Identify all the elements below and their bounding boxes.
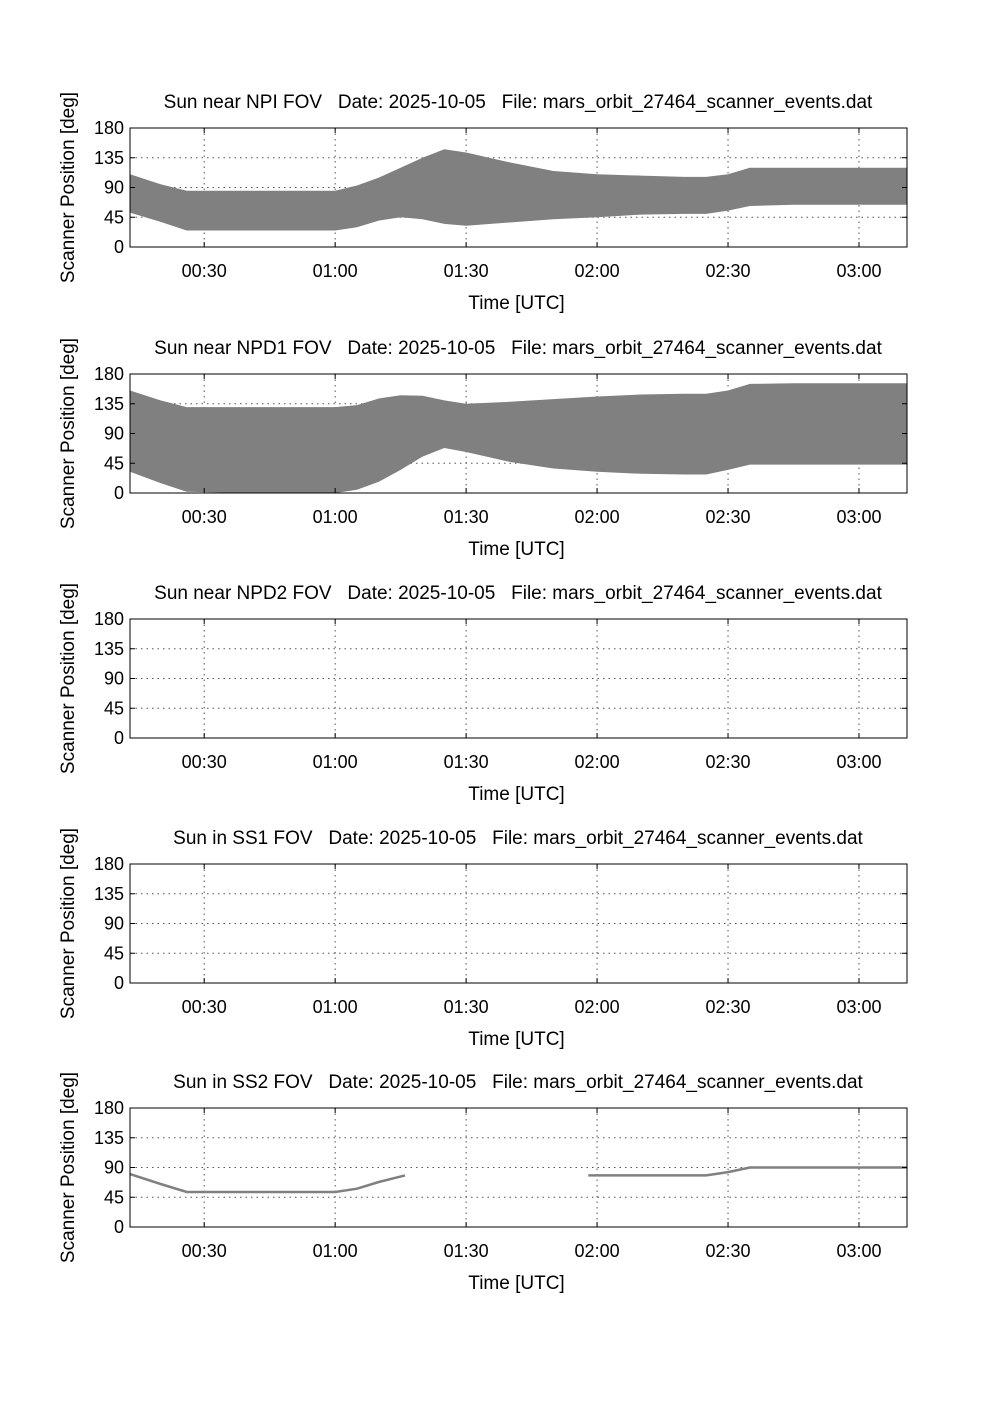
x-tick-label: 01:30 bbox=[444, 507, 489, 527]
y-tick-label: 135 bbox=[94, 148, 124, 168]
x-tick-label: 02:00 bbox=[575, 261, 620, 281]
chart-panel-5: Sun in SS2 FOV Date: 2025-10-05 File: ma… bbox=[58, 1072, 908, 1294]
x-tick-label: 03:00 bbox=[836, 261, 881, 281]
x-tick-label: 02:00 bbox=[575, 507, 620, 527]
chart-title: Sun near NPD1 FOV Date: 2025-10-05 File:… bbox=[154, 338, 882, 359]
chart-panel-3: Sun near NPD2 FOV Date: 2025-10-05 File:… bbox=[58, 583, 908, 805]
x-tick-label: 02:30 bbox=[706, 997, 751, 1017]
chart-panel-2: Sun near NPD1 FOV Date: 2025-10-05 File:… bbox=[58, 338, 908, 560]
y-tick-label: 180 bbox=[94, 609, 124, 629]
x-axis-label: Time [UTC] bbox=[468, 784, 564, 805]
y-tick-label: 45 bbox=[104, 943, 124, 963]
y-tick-label: 45 bbox=[104, 453, 124, 473]
scanner-position-line-1 bbox=[129, 1172, 406, 1194]
x-tick-label: 01:00 bbox=[313, 752, 358, 772]
y-tick-label: 0 bbox=[114, 483, 124, 503]
x-tick-label: 02:30 bbox=[706, 261, 751, 281]
x-tick-label: 02:30 bbox=[706, 752, 751, 772]
chart-panel-4: Sun in SS1 FOV Date: 2025-10-05 File: ma… bbox=[58, 828, 908, 1050]
x-tick-label: 02:30 bbox=[706, 1241, 751, 1261]
y-axis-label: Scanner Position [deg] bbox=[58, 338, 79, 529]
chart-title: Sun in SS2 FOV Date: 2025-10-05 File: ma… bbox=[173, 1072, 863, 1093]
x-tick-label: 01:00 bbox=[313, 507, 358, 527]
chart-title: Sun near NPI FOV Date: 2025-10-05 File: … bbox=[164, 92, 873, 113]
y-tick-label: 90 bbox=[104, 424, 124, 444]
y-tick-label: 90 bbox=[104, 914, 124, 934]
y-tick-label: 0 bbox=[114, 1217, 124, 1237]
scanner-range-band bbox=[130, 149, 907, 231]
x-tick-label: 01:00 bbox=[313, 261, 358, 281]
y-tick-label: 135 bbox=[94, 884, 124, 904]
x-tick-label: 02:30 bbox=[706, 507, 751, 527]
y-tick-label: 180 bbox=[94, 1098, 124, 1118]
x-tick-label: 01:00 bbox=[313, 997, 358, 1017]
y-axis-label: Scanner Position [deg] bbox=[58, 583, 79, 774]
y-tick-label: 90 bbox=[104, 178, 124, 198]
y-axis-label: Scanner Position [deg] bbox=[58, 1072, 79, 1263]
x-tick-label: 00:30 bbox=[182, 752, 227, 772]
x-tick-label: 03:00 bbox=[836, 1241, 881, 1261]
y-tick-label: 0 bbox=[114, 728, 124, 748]
x-tick-label: 00:30 bbox=[182, 1241, 227, 1261]
x-axis-label: Time [UTC] bbox=[468, 539, 564, 560]
y-tick-label: 180 bbox=[94, 364, 124, 384]
y-tick-label: 90 bbox=[104, 669, 124, 689]
y-tick-label: 90 bbox=[104, 1158, 124, 1178]
y-tick-label: 0 bbox=[114, 237, 124, 257]
y-axis-label: Scanner Position [deg] bbox=[58, 828, 79, 1019]
y-tick-label: 135 bbox=[94, 1128, 124, 1148]
x-tick-label: 01:30 bbox=[444, 1241, 489, 1261]
chart-title: Sun in SS1 FOV Date: 2025-10-05 File: ma… bbox=[173, 828, 863, 849]
y-tick-label: 180 bbox=[94, 854, 124, 874]
y-tick-label: 45 bbox=[104, 1187, 124, 1207]
x-axis-label: Time [UTC] bbox=[468, 1029, 564, 1050]
y-axis-label: Scanner Position [deg] bbox=[58, 92, 79, 283]
x-tick-label: 01:30 bbox=[444, 261, 489, 281]
chart-title: Sun near NPD2 FOV Date: 2025-10-05 File:… bbox=[154, 583, 882, 604]
y-tick-label: 180 bbox=[94, 118, 124, 138]
x-tick-label: 03:00 bbox=[836, 997, 881, 1017]
x-tick-label: 00:30 bbox=[182, 261, 227, 281]
x-axis-label: Time [UTC] bbox=[468, 1273, 564, 1294]
x-tick-label: 01:30 bbox=[444, 752, 489, 772]
y-tick-label: 45 bbox=[104, 207, 124, 227]
scanner-position-line-2 bbox=[588, 1166, 907, 1177]
x-tick-label: 02:00 bbox=[575, 1241, 620, 1261]
x-tick-label: 03:00 bbox=[836, 507, 881, 527]
y-tick-label: 0 bbox=[114, 973, 124, 993]
x-tick-label: 01:30 bbox=[444, 997, 489, 1017]
scanner-range-band bbox=[130, 383, 907, 493]
y-tick-label: 135 bbox=[94, 639, 124, 659]
y-tick-label: 45 bbox=[104, 698, 124, 718]
x-tick-label: 02:00 bbox=[575, 997, 620, 1017]
x-tick-label: 01:00 bbox=[313, 1241, 358, 1261]
chart-panel-1: Sun near NPI FOV Date: 2025-10-05 File: … bbox=[58, 92, 908, 314]
x-tick-label: 00:30 bbox=[182, 997, 227, 1017]
x-tick-label: 03:00 bbox=[836, 752, 881, 772]
x-axis-label: Time [UTC] bbox=[468, 293, 564, 314]
x-tick-label: 00:30 bbox=[182, 507, 227, 527]
y-tick-label: 135 bbox=[94, 394, 124, 414]
x-tick-label: 02:00 bbox=[575, 752, 620, 772]
